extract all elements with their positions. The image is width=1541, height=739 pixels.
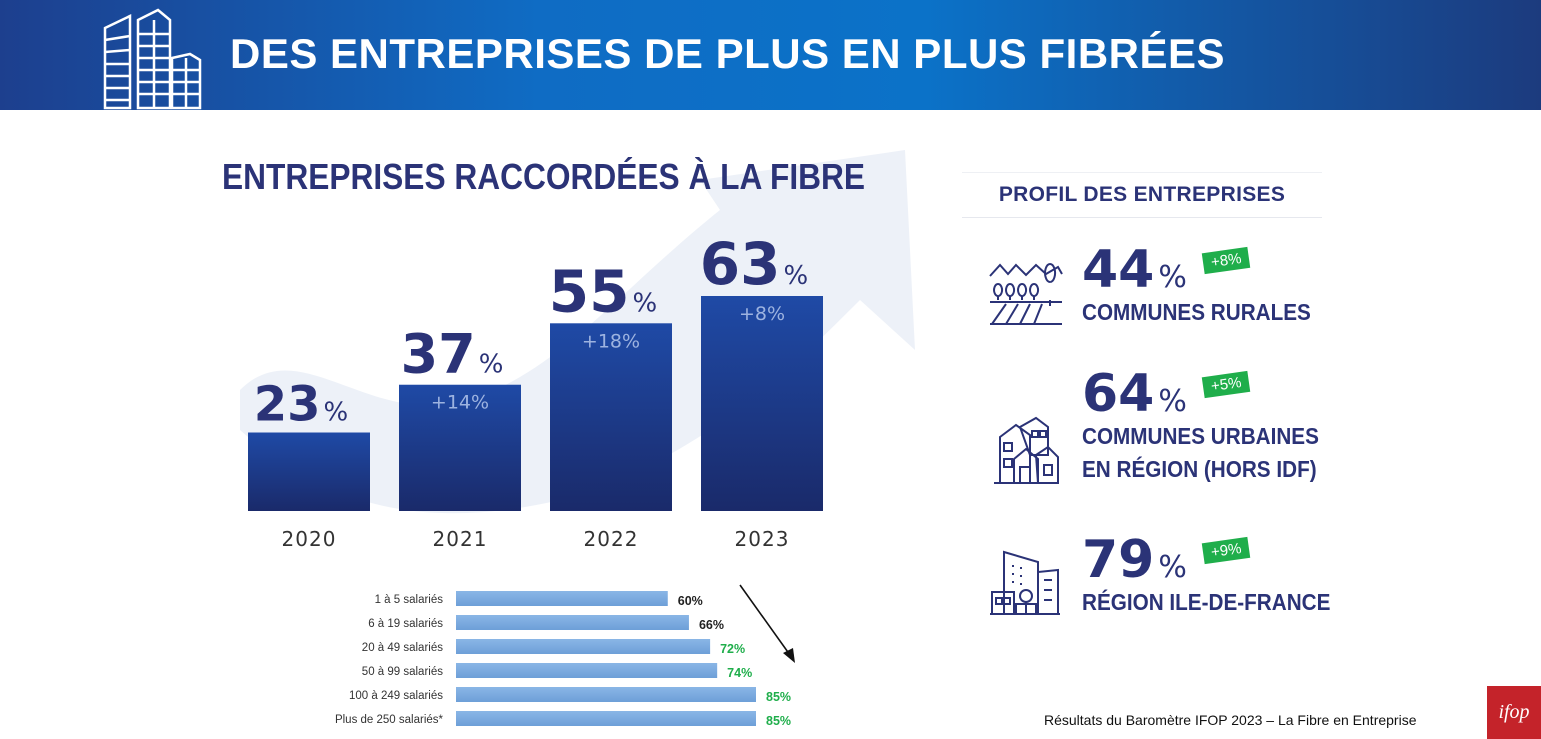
page-title: DES ENTREPRISES DE PLUS EN PLUS FIBRÉES — [230, 30, 1226, 77]
bar-value-label: 23% — [254, 377, 349, 433]
bar-2020 — [248, 432, 370, 511]
size-bar-value: 72% — [720, 642, 745, 656]
size-category-label: 100 à 249 salariés — [349, 690, 443, 702]
size-category-label: Plus de 250 salariés* — [335, 714, 444, 726]
size-category-label: 50 à 99 salariés — [362, 666, 443, 678]
bar-2021 — [399, 384, 521, 511]
bar-value-number: 63 — [700, 230, 781, 298]
size-bar — [456, 663, 718, 678]
stat-rural-change-badge: +8% — [1201, 246, 1251, 275]
rural-landscape-icon — [989, 263, 1063, 325]
stat-idf: 79% +9% RÉGION ILE-DE-FRANCE — [1082, 534, 1358, 619]
year-tick-label: 2022 — [584, 527, 639, 551]
stat-urban-label-line1: COMMUNES URBAINES — [1082, 423, 1319, 449]
stat-urban-change-badge: +5% — [1201, 370, 1251, 399]
bar-value-label: 55% — [549, 257, 657, 325]
stat-urban-label-line2: EN RÉGION (HORS IDF) — [1082, 456, 1317, 482]
size-bar-value: 74% — [727, 666, 752, 680]
bar-value-number: 55 — [549, 257, 630, 325]
size-category-label: 6 à 19 salariés — [368, 618, 443, 630]
ifop-logo: ifop — [1487, 686, 1541, 739]
stat-idf-unit: % — [1158, 550, 1187, 585]
stat-rural: 44% +8% COMMUNES RURALES — [1082, 244, 1336, 329]
city-buildings-icon — [990, 550, 1060, 615]
stat-idf-label: RÉGION ILE-DE-FRANCE — [1082, 589, 1331, 615]
bar-2023 — [701, 296, 823, 511]
stat-rural-label: COMMUNES RURALES — [1082, 299, 1311, 325]
stat-urban: 64% +5% COMMUNES URBAINES EN RÉGION (HORS… — [1082, 368, 1345, 486]
year-tick-label: 2020 — [282, 527, 337, 551]
size-bar-value: 85% — [766, 714, 791, 728]
bar-value-number: 37 — [401, 323, 476, 386]
bar-value-unit: % — [324, 398, 349, 428]
size-bar — [456, 687, 756, 702]
size-bar — [456, 639, 711, 654]
bar-value-unit: % — [633, 288, 658, 318]
source-note: Résultats du Baromètre IFOP 2023 – La Fi… — [1044, 712, 1417, 728]
stat-idf-value: 79 — [1082, 530, 1155, 590]
bar-value-unit: % — [784, 261, 809, 291]
profile-title: PROFIL DES ENTREPRISES — [962, 172, 1322, 218]
bar-change-label: +18% — [582, 330, 640, 352]
bar-value-label: 37% — [401, 323, 504, 386]
bar-change-label: +8% — [739, 303, 785, 325]
size-bar — [456, 591, 668, 606]
size-bar-value: 66% — [699, 618, 724, 632]
stat-rural-value: 44 — [1082, 240, 1155, 300]
stat-urban-unit: % — [1158, 384, 1187, 419]
trend-arrow — [739, 584, 795, 663]
size-category-label: 1 à 5 salariés — [375, 594, 444, 606]
bar-value-number: 23 — [254, 377, 321, 433]
size-bar — [456, 615, 689, 630]
office-buildings-icon — [103, 8, 202, 110]
bar-2022 — [550, 323, 672, 511]
size-bar — [456, 711, 756, 726]
size-bar-value: 60% — [678, 594, 703, 608]
size-bar-value: 85% — [766, 690, 791, 704]
year-tick-label: 2023 — [735, 527, 790, 551]
town-houses-icon — [994, 416, 1059, 484]
bar-change-label: +14% — [431, 392, 489, 414]
stat-rural-unit: % — [1158, 260, 1187, 295]
stat-urban-value: 64 — [1082, 364, 1155, 424]
bar-value-unit: % — [479, 350, 504, 380]
year-tick-label: 2021 — [433, 527, 488, 551]
header-banner: DES ENTREPRISES DE PLUS EN PLUS FIBRÉES — [0, 0, 1541, 110]
bar-value-label: 63% — [700, 230, 808, 298]
stat-idf-change-badge: +9% — [1201, 536, 1251, 565]
size-category-label: 20 à 49 salariés — [362, 642, 443, 654]
chart-title: ENTREPRISES RACCORDÉES À LA FIBRE — [222, 156, 866, 197]
